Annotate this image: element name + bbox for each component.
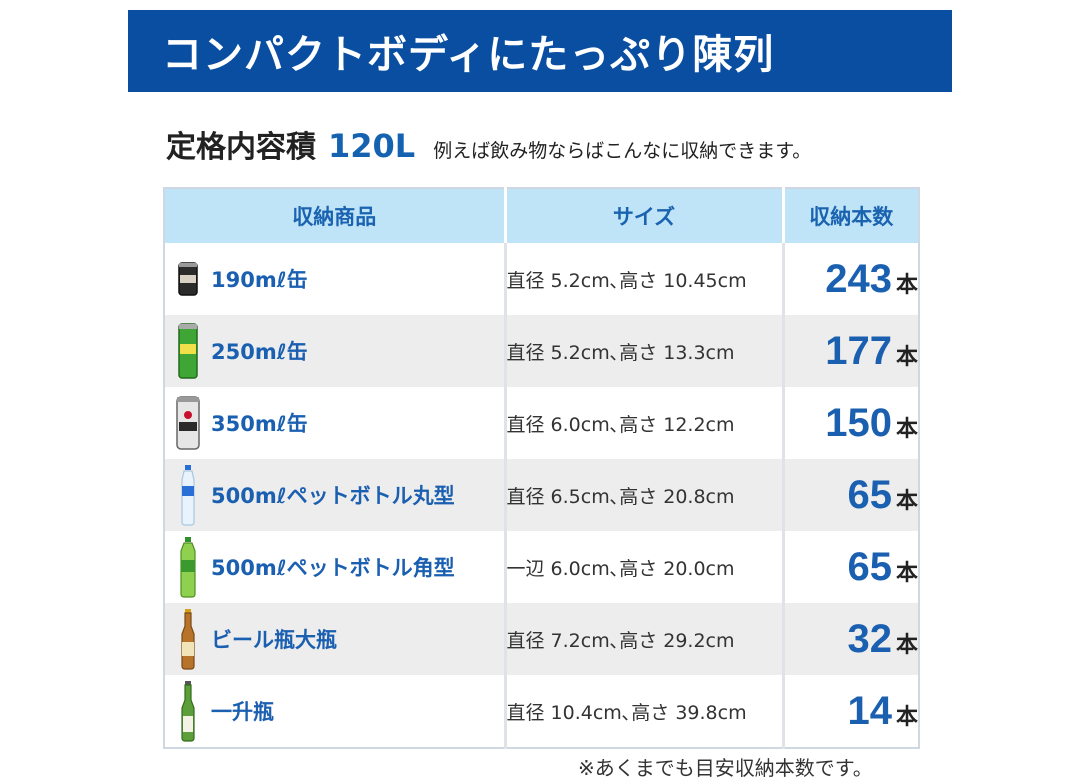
item-cell: 500mℓペットボトル丸型: [164, 459, 507, 531]
item-cell: ビール瓶大瓶: [164, 603, 507, 675]
item-cell: 350mℓ缶: [164, 387, 507, 459]
count-cell: 177 本: [783, 315, 919, 387]
count-unit: 本: [895, 632, 918, 658]
item-name: 250mℓ缶: [211, 340, 308, 364]
size-cell: 直径 5.2cm､高さ 10.45cm: [505, 243, 785, 315]
item-name: 190mℓ缶: [211, 268, 308, 292]
item-name: 一升瓶: [211, 700, 274, 724]
capacity-value: 120L: [328, 127, 416, 165]
table-row: 250mℓ缶 直径 5.2cm､高さ 13.3cm 177 本: [164, 315, 919, 387]
count-number: 243: [825, 256, 892, 301]
count-cell: 65 本: [783, 531, 919, 603]
header-count: 収納本数: [783, 188, 919, 243]
count-unit: 本: [895, 560, 918, 586]
square-pet-bottle-icon: [175, 537, 201, 598]
table-row: 500mℓペットボトル丸型 直径 6.5cm､高さ 20.8cm 65 本: [164, 459, 919, 531]
count-unit: 本: [895, 704, 918, 730]
count-cell: 150 本: [783, 387, 919, 459]
storage-table: 収納商品 サイズ 収納本数 190mℓ缶 直径 5.2cm､高さ 10.45cm…: [163, 187, 920, 749]
size-cell: 直径 10.4cm､高さ 39.8cm: [505, 675, 785, 748]
count-unit: 本: [895, 488, 918, 514]
table-row: 500mℓペットボトル角型 一辺 6.0cm､高さ 20.0cm 65 本: [164, 531, 919, 603]
table-row: 190mℓ缶 直径 5.2cm､高さ 10.45cm 243 本: [164, 243, 919, 315]
beer-can-icon: [175, 393, 201, 453]
footnote: ※あくまでも目安収納本数です。: [578, 756, 873, 780]
size-cell: 直径 6.0cm､高さ 12.2cm: [505, 387, 785, 459]
capacity-label: 定格内容積: [166, 130, 316, 165]
item-cell: 250mℓ缶: [164, 315, 507, 387]
item-name: 500mℓペットボトル角型: [211, 556, 455, 580]
count-cell: 32 本: [783, 603, 919, 675]
count-unit: 本: [895, 416, 918, 442]
count-cell: 14 本: [783, 675, 919, 748]
count-cell: 243 本: [783, 243, 919, 315]
header-item: 収納商品: [164, 188, 507, 243]
title-banner: コンパクトボディにたっぷり陳列: [128, 10, 952, 92]
beer-bottle-icon: [175, 609, 201, 670]
item-cell: 一升瓶: [164, 675, 507, 748]
item-cell: 190mℓ缶: [164, 243, 507, 315]
item-name: 350mℓ缶: [211, 412, 308, 436]
round-pet-bottle-icon: [175, 465, 201, 526]
item-cell: 500mℓペットボトル角型: [164, 531, 507, 603]
item-name: 500mℓペットボトル丸型: [211, 484, 455, 508]
item-name: ビール瓶大瓶: [211, 628, 337, 652]
count-number: 14: [847, 688, 892, 733]
size-cell: 直径 5.2cm､高さ 13.3cm: [505, 315, 785, 387]
banner-title: コンパクトボディにたっぷり陳列: [162, 32, 775, 78]
capacity-line: 定格内容積 120L 例えば飲み物ならばこんなに収納できます。: [166, 122, 811, 178]
header-size: サイズ: [505, 188, 785, 243]
sake-bottle-icon: [175, 681, 201, 742]
count-number: 177: [825, 328, 892, 373]
count-number: 65: [847, 472, 892, 517]
count-unit: 本: [895, 344, 918, 370]
table-row: 350mℓ缶 直径 6.0cm､高さ 12.2cm 150 本: [164, 387, 919, 459]
table-row: ビール瓶大瓶 直径 7.2cm､高さ 29.2cm 32 本: [164, 603, 919, 675]
size-cell: 直径 7.2cm､高さ 29.2cm: [505, 603, 785, 675]
table-header-row: 収納商品 サイズ 収納本数: [164, 188, 919, 243]
count-number: 150: [825, 400, 892, 445]
count-number: 32: [847, 616, 892, 661]
coffee-can-icon: [175, 249, 201, 309]
table-row: 一升瓶 直径 10.4cm､高さ 39.8cm 14 本: [164, 675, 919, 748]
capacity-note: 例えば飲み物ならばこんなに収納できます。: [433, 140, 812, 162]
cider-can-icon: [175, 321, 201, 381]
count-number: 65: [847, 544, 892, 589]
count-unit: 本: [895, 272, 918, 298]
count-cell: 65 本: [783, 459, 919, 531]
size-cell: 一辺 6.0cm､高さ 20.0cm: [505, 531, 785, 603]
size-cell: 直径 6.5cm､高さ 20.8cm: [505, 459, 785, 531]
